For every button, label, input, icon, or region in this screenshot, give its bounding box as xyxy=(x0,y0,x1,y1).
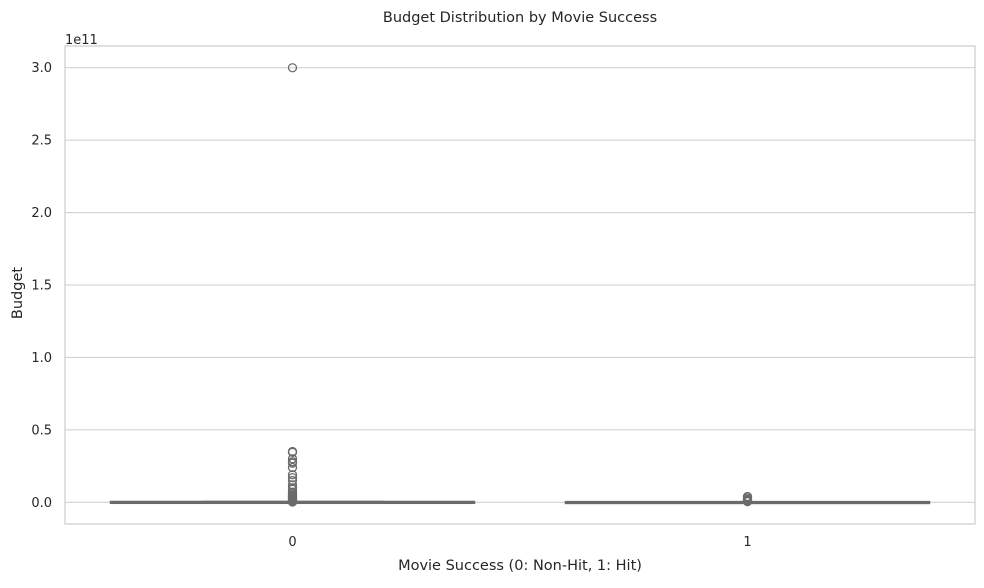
outlier-point xyxy=(287,480,298,490)
x-axis-label: Movie Success (0: Non-Hit, 1: Hit) xyxy=(398,558,642,574)
box-group-0 xyxy=(109,63,476,507)
y-tick-labels: 0.0 0.5 1.0 1.5 2.0 2.5 3.0 xyxy=(31,61,52,511)
outlier-point xyxy=(287,454,298,464)
y-axis-offset-label: 1e11 xyxy=(65,33,98,48)
y-tick-label: 0.5 xyxy=(31,423,52,438)
y-tick-label: 0.0 xyxy=(31,496,52,511)
y-tick-label: 2.5 xyxy=(31,134,52,149)
y-tick-label: 1.5 xyxy=(31,279,52,294)
outlier-point xyxy=(287,447,298,457)
axes-frame xyxy=(64,45,976,525)
chart-title: Budget Distribution by Movie Success xyxy=(383,10,657,26)
outlier-point xyxy=(287,470,298,480)
outlier-point xyxy=(287,462,298,473)
y-axis-label: Budget xyxy=(10,267,26,319)
outlier-point xyxy=(287,497,298,507)
box-group-1 xyxy=(564,491,931,507)
x-tick-label: 1 xyxy=(743,535,751,550)
outlier-point xyxy=(287,475,298,486)
x-tick-label: 0 xyxy=(288,535,296,550)
outlier-point xyxy=(287,63,298,73)
axes-frame-rect xyxy=(64,45,976,525)
grid-layer xyxy=(65,67,975,503)
y-tick-label: 3.0 xyxy=(31,61,52,76)
y-tick-label: 1.0 xyxy=(31,351,52,366)
outlier-point xyxy=(742,496,753,507)
boxplot-layer xyxy=(109,63,931,507)
outlier-point xyxy=(287,472,298,483)
y-tick-label: 2.0 xyxy=(31,206,52,221)
outlier-point xyxy=(287,458,298,468)
